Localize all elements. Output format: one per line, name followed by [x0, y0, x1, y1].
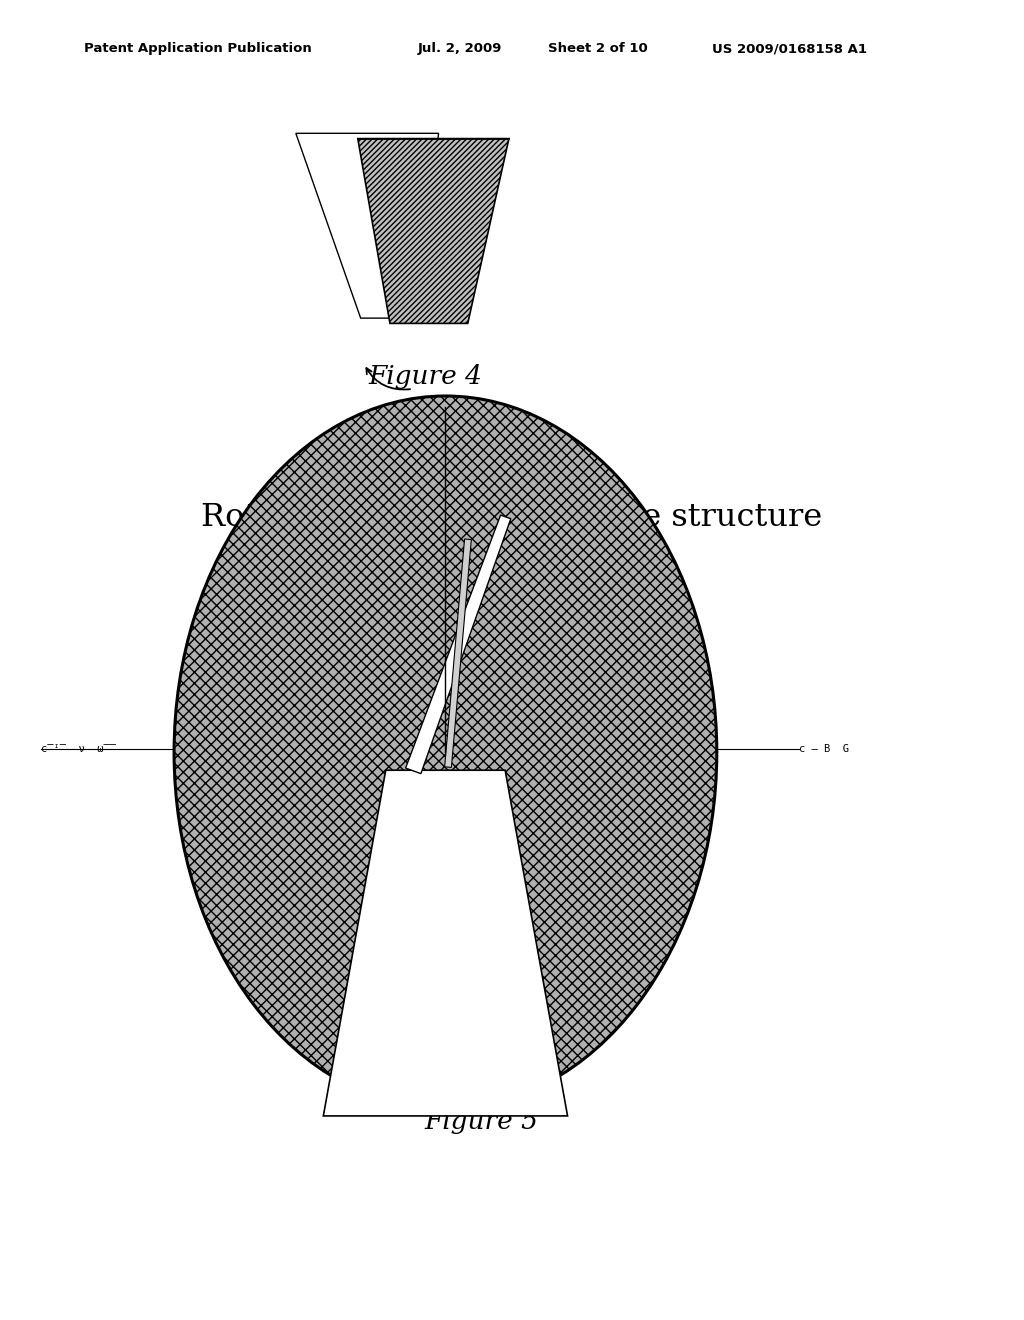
Polygon shape — [324, 771, 567, 1115]
Text: c — B  G: c — B G — [799, 744, 849, 754]
Polygon shape — [406, 515, 511, 774]
Text: Figure 4: Figure 4 — [368, 364, 482, 389]
Text: Figure 5: Figure 5 — [424, 1109, 539, 1134]
Text: Jul. 2, 2009: Jul. 2, 2009 — [418, 42, 502, 55]
Polygon shape — [296, 133, 438, 318]
Polygon shape — [357, 139, 509, 323]
Text: Rotation of the masks/phase structure: Rotation of the masks/phase structure — [202, 502, 822, 532]
Text: Sheet 2 of 10: Sheet 2 of 10 — [548, 42, 647, 55]
Polygon shape — [444, 539, 471, 767]
Text: c̅ᴵ̅  ν  ω̅̅: c̅ᴵ̅ ν ω̅̅ — [41, 744, 116, 754]
Ellipse shape — [174, 396, 717, 1109]
Text: US 2009/0168158 A1: US 2009/0168158 A1 — [712, 42, 866, 55]
Text: Patent Application Publication: Patent Application Publication — [84, 42, 311, 55]
